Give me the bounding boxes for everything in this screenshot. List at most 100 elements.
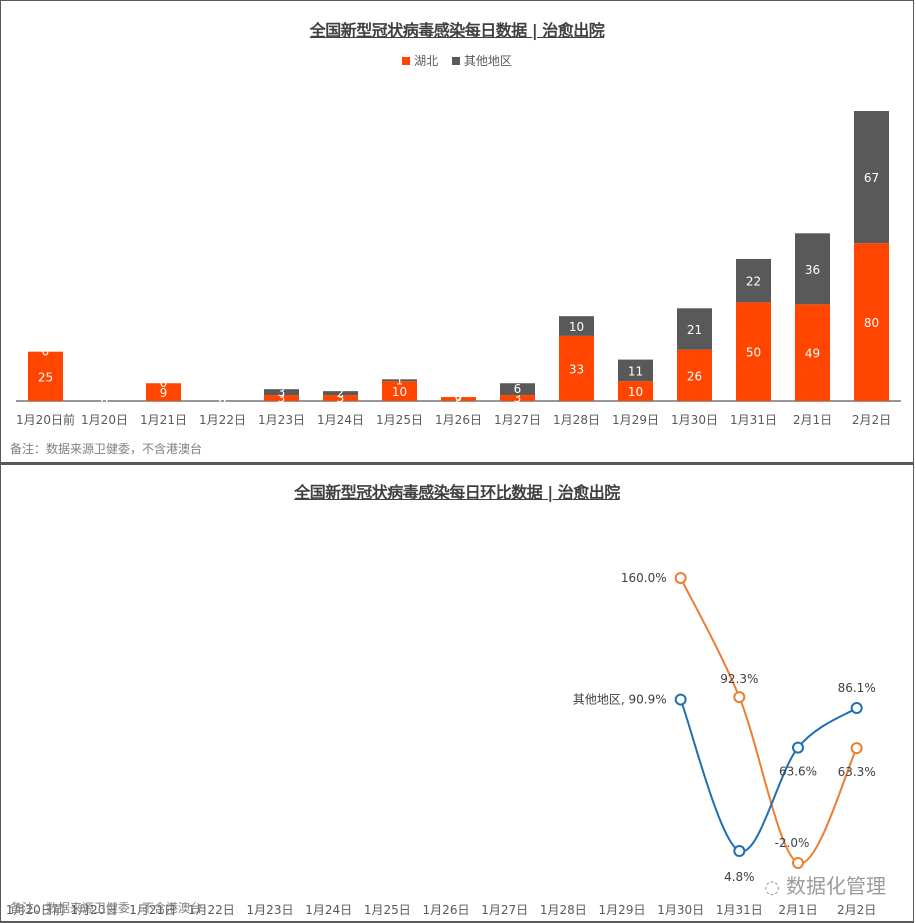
bar-segment (559, 335, 594, 401)
x-axis-tick-label: 1月28日 (553, 413, 600, 427)
line-plot: 1月20日前 1月20日 1月21日 1月22日 1月23日 1月24日 1月25日 1月26… (6, 571, 876, 917)
bar-value-label: 10 (569, 320, 584, 334)
bar-value-label: 0 (219, 394, 227, 408)
bar-segment (677, 349, 712, 401)
bar-segment (500, 395, 535, 401)
bar-segment (500, 383, 535, 396)
bar-segment (28, 351, 63, 401)
bar-value-label: 11 (628, 364, 643, 378)
x-axis-tick-label: 1月29日 (599, 903, 646, 917)
x-axis-tick-label: 1月30日 (657, 903, 704, 917)
data-point-label: 其他地区, 90.9% (573, 693, 667, 707)
source-note: 备注：数据来源卫健委，不含港澳台 (10, 901, 203, 915)
x-axis-tick-label: 1月23日 (247, 903, 294, 917)
bar-value-label: 21 (687, 323, 702, 337)
bar-value-label: 3 (278, 391, 286, 405)
bar-value-label: 3 (278, 385, 286, 399)
x-axis-tick-label: 1月20日 (71, 903, 118, 917)
bar-value-label: 67 (864, 171, 879, 185)
line-series (679, 699, 858, 853)
bar-segment (146, 383, 181, 401)
x-axis-tick-label: 1月30日 (671, 413, 718, 427)
chart-title: 全国新型冠状病毒感染每日环比数据 | 治愈出院 (294, 483, 620, 502)
watermark-text: 数据化管理 (786, 874, 886, 898)
x-axis-tick-label: 1月24日 (317, 413, 364, 427)
x-axis-tick-label: 1月20日 (81, 413, 128, 427)
data-point-marker (733, 845, 746, 858)
bar-value-label: 25 (38, 370, 53, 384)
bar-segment (264, 389, 299, 396)
x-axis-tick-label: 2月2日 (852, 413, 891, 427)
bar-value-label: 2 (455, 392, 463, 406)
bar-value-label: 0 (42, 345, 50, 359)
bar-value-label: 50 (746, 346, 761, 360)
bar-segment (736, 258, 771, 303)
data-point-label: 92.3% (720, 672, 758, 686)
bar-value-label: 1 (396, 373, 404, 387)
x-axis-tick-label: 1月21日 (129, 903, 176, 917)
source-note: 备注：数据来源卫健委，不含港澳台 (10, 442, 203, 456)
stacked-bar-plot: 2501月20日前001月20日901月21日001月22日331月23日321… (16, 111, 901, 427)
x-axis-tick-label: 1月21日 (140, 413, 187, 427)
bar-value-label: 10 (628, 385, 643, 399)
wechat-icon: ◌ (764, 877, 780, 898)
bar-segment (736, 302, 771, 401)
bar-value-label: 0 (219, 394, 227, 408)
x-axis-tick-label: 1月31日 (730, 413, 777, 427)
x-axis-tick-label: 1月20日前 (16, 412, 75, 427)
x-axis-tick-label: 1月27日 (481, 903, 528, 917)
bar-value-label: 0 (101, 394, 109, 408)
bar-value-label: 49 (805, 347, 820, 361)
bar-segment (795, 304, 830, 401)
x-axis-tick-label: 1月27日 (494, 413, 541, 427)
data-point-marker (674, 693, 687, 706)
data-point-label: -2.0% (775, 836, 810, 850)
bar-segment (618, 381, 653, 401)
x-axis-tick-label: 1月26日 (423, 903, 470, 917)
x-axis-tick-label: 1月25日 (364, 903, 411, 917)
bar-value-label: 3 (337, 391, 345, 405)
chart-title: 全国新型冠状病毒感染每日数据 | 治愈出院 (309, 21, 605, 40)
daily-data-chart-panel: 全国新型冠状病毒感染每日数据 | 治愈出院 湖北 其他地区 25 0 1月20日前 0… (0, 0, 914, 464)
line-series (679, 577, 858, 865)
legend-label: 其他地区 (463, 54, 512, 68)
bar-value-label: 10 (392, 385, 407, 399)
bar-value-label: 80 (864, 316, 879, 330)
x-axis-tick-label: 1月28日 (540, 903, 587, 917)
x-axis-tick-label: 2月1日 (793, 413, 832, 427)
bar-segment (323, 391, 358, 396)
data-point-label: 63.3% (838, 765, 876, 779)
legend-swatch-icon (451, 57, 460, 65)
data-point-marker (850, 702, 863, 715)
bar-segment (854, 243, 889, 401)
bar-value-label: 26 (687, 369, 702, 383)
bar-value-label: 0 (455, 390, 463, 404)
bar-segment (618, 359, 653, 382)
data-point-marker (733, 691, 746, 704)
legend-item-other: 其他地区 (451, 52, 512, 69)
bar-segment (795, 233, 830, 305)
bar-value-label: 9 (160, 386, 168, 400)
x-axis-tick-label: 1月25日 (376, 413, 423, 427)
chart-legend: 湖北 其他地区 (1, 52, 913, 69)
x-axis-tick-label: 1月29日 (612, 413, 659, 427)
bar-value-label: 0 (101, 394, 109, 408)
bar-value-label: 2 (337, 386, 345, 400)
data-point-label: 160.0% (621, 571, 667, 585)
x-axis-tick-label: 1月26日 (435, 413, 482, 427)
x-axis-tick-label: 2月2日 (837, 903, 876, 917)
bar-segment (559, 316, 594, 336)
x-axis-tick-label: 1月23日 (258, 413, 305, 427)
data-point-label: 63.6% (779, 765, 817, 779)
bar-value-label: 33 (569, 362, 584, 376)
bar-segment (264, 395, 299, 401)
x-axis-tick-label: 2月1日 (778, 903, 817, 917)
x-axis-tick-label: 1月31日 (716, 903, 763, 917)
bar-segment (677, 308, 712, 350)
data-point-label: 4.8% (724, 870, 755, 884)
bar-segment (382, 379, 417, 382)
bar-segment (441, 397, 476, 401)
x-axis-tick-label: 1月22日 (199, 413, 246, 427)
bar-value-label: 3 (514, 391, 522, 405)
data-point-marker (850, 742, 863, 755)
